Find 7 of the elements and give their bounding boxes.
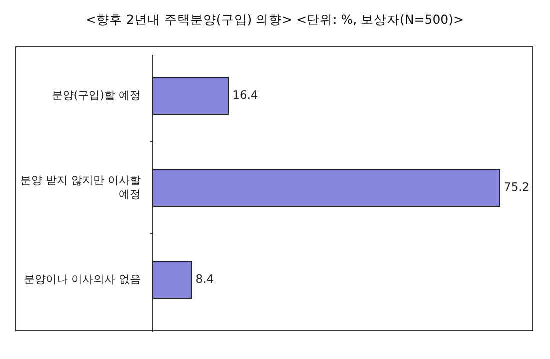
data-label: 16.4 — [232, 88, 258, 102]
title: <향후 2년내 주택분양(구입) 의향> <단위: %, 보상자(N=500)> — [85, 12, 465, 29]
y-tick-label: 분양 받지 않지만 이사할 예정 — [20, 174, 141, 202]
y-tick-label: 분양이나 이사의사 없음 — [23, 273, 141, 287]
y-tick-label: 분양(구입)할 예정 — [50, 89, 141, 103]
data-label: 75.2 — [504, 180, 530, 194]
data-label: 8.4 — [196, 272, 214, 286]
